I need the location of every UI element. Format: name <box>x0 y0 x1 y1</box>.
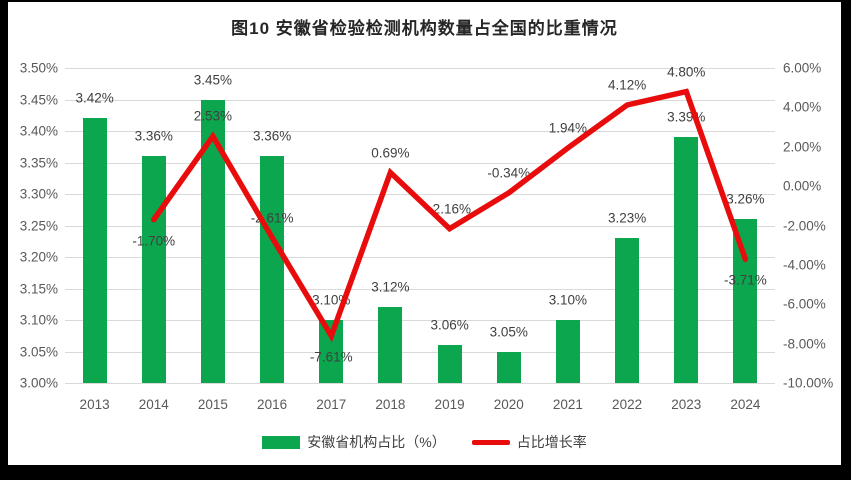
right-axis-tick: 2.00% <box>783 139 822 155</box>
legend-label-bar-series: 安徽省机构占比（%） <box>307 434 446 450</box>
grid-line <box>65 225 775 227</box>
x-axis-tick: 2019 <box>434 397 465 412</box>
x-axis-tick: 2014 <box>138 397 169 412</box>
right-axis-tick: -8.00% <box>783 336 826 352</box>
bar-value-label: 3.39% <box>667 109 706 125</box>
left-axis-tick: 3.15% <box>19 281 58 296</box>
grid-line <box>65 383 775 384</box>
x-axis-tick: 2021 <box>552 397 583 412</box>
left-axis-tick: 3.20% <box>19 249 58 265</box>
line-point-label: 1.94% <box>548 120 588 136</box>
legend: 安徽省机构占比（%） 占比增长率 <box>8 430 841 454</box>
bar-value-label: 3.36% <box>134 128 173 144</box>
left-axis-tick: 3.30% <box>19 186 58 202</box>
line-series-swatch <box>471 439 510 445</box>
bar <box>260 156 285 383</box>
grid-line <box>65 68 775 69</box>
left-axis-tick: 3.35% <box>19 155 58 170</box>
line-point-label: 4.12% <box>607 77 647 93</box>
bar-value-label: 3.42% <box>75 90 114 106</box>
bar-value-label: 3.10% <box>312 292 351 308</box>
bar <box>555 320 580 383</box>
x-axis-tick: 2013 <box>79 397 110 412</box>
x-axis-tick: 2015 <box>197 397 228 412</box>
bar <box>674 137 699 383</box>
x-axis-tick: 2016 <box>257 397 288 412</box>
bar-value-label: 3.12% <box>371 279 410 295</box>
grid-line <box>65 351 775 353</box>
grid-line <box>65 162 775 164</box>
line-point-label: 2.53% <box>193 108 233 124</box>
bar-series-swatch <box>262 435 301 449</box>
bar <box>200 99 225 383</box>
right-axis-tick: -10.00% <box>783 375 834 391</box>
right-axis-tick: 4.00% <box>783 99 822 115</box>
right-axis-tick: -4.00% <box>783 257 826 273</box>
right-axis-tick: 0.00% <box>783 178 822 194</box>
x-axis-tick: 2024 <box>730 397 761 412</box>
right-axis-tick: 6.00% <box>783 60 822 76</box>
right-axis-tick: -6.00% <box>783 296 826 312</box>
line-point-label: -2.61% <box>250 210 294 225</box>
line-point-label: -0.34% <box>487 165 531 181</box>
legend-label-line-series: 占比增长率 <box>516 434 587 450</box>
bar <box>378 307 403 383</box>
left-axis-tick: 3.00% <box>19 375 58 391</box>
line-point-label: -1.70% <box>132 233 176 249</box>
bar-value-label: 3.45% <box>193 72 233 87</box>
left-axis-tick: 3.10% <box>19 312 58 328</box>
bar-value-label: 3.10% <box>548 292 588 308</box>
legend-item-line-series: 占比增长率 <box>471 432 587 452</box>
bar <box>437 345 462 383</box>
grid-line <box>65 288 775 290</box>
x-axis-tick: 2017 <box>316 397 347 412</box>
legend-item-bar-series: 安徽省机构占比（%） <box>262 432 446 452</box>
bar <box>82 118 107 383</box>
bar-value-label: 3.05% <box>489 324 528 339</box>
grid-line <box>65 99 775 101</box>
line-point-label: 4.80% <box>667 64 706 80</box>
x-axis-tick: 2020 <box>493 397 524 412</box>
bar <box>496 351 521 383</box>
left-axis-tick: 3.45% <box>19 92 58 107</box>
line-point-label: -3.71% <box>724 272 767 288</box>
right-axis-tick: -2.00% <box>783 218 826 233</box>
line-point-label: -7.61% <box>309 349 353 365</box>
left-axis-tick: 3.40% <box>19 123 58 139</box>
chart-title: 图10 安徽省检验检测机构数量占全国的比重情况 <box>231 19 618 38</box>
grid-line <box>65 194 775 195</box>
left-axis-tick: 3.05% <box>19 344 58 359</box>
bar <box>141 156 166 383</box>
line-point-label: 0.69% <box>371 145 410 161</box>
x-axis-tick: 2018 <box>375 397 406 412</box>
bar <box>733 219 758 383</box>
x-axis-tick: 2022 <box>612 397 643 412</box>
grid-line <box>65 320 775 321</box>
bar-value-label: 3.26% <box>726 191 765 207</box>
bar <box>615 238 640 383</box>
bar-value-label: 3.23% <box>607 210 647 226</box>
bar-value-label: 3.36% <box>252 128 292 144</box>
left-axis-tick: 3.50% <box>19 60 58 76</box>
x-axis-tick: 2023 <box>671 397 702 412</box>
bar-value-label: 3.06% <box>430 317 469 333</box>
left-axis-tick: 3.25% <box>19 218 58 233</box>
line-point-label: -2.16% <box>428 201 471 217</box>
grid-line <box>65 257 775 258</box>
chart-canvas: 图10 安徽省检验检测机构数量占全国的比重情况 3.50% 3.45% 3.40% 3… <box>8 2 841 465</box>
